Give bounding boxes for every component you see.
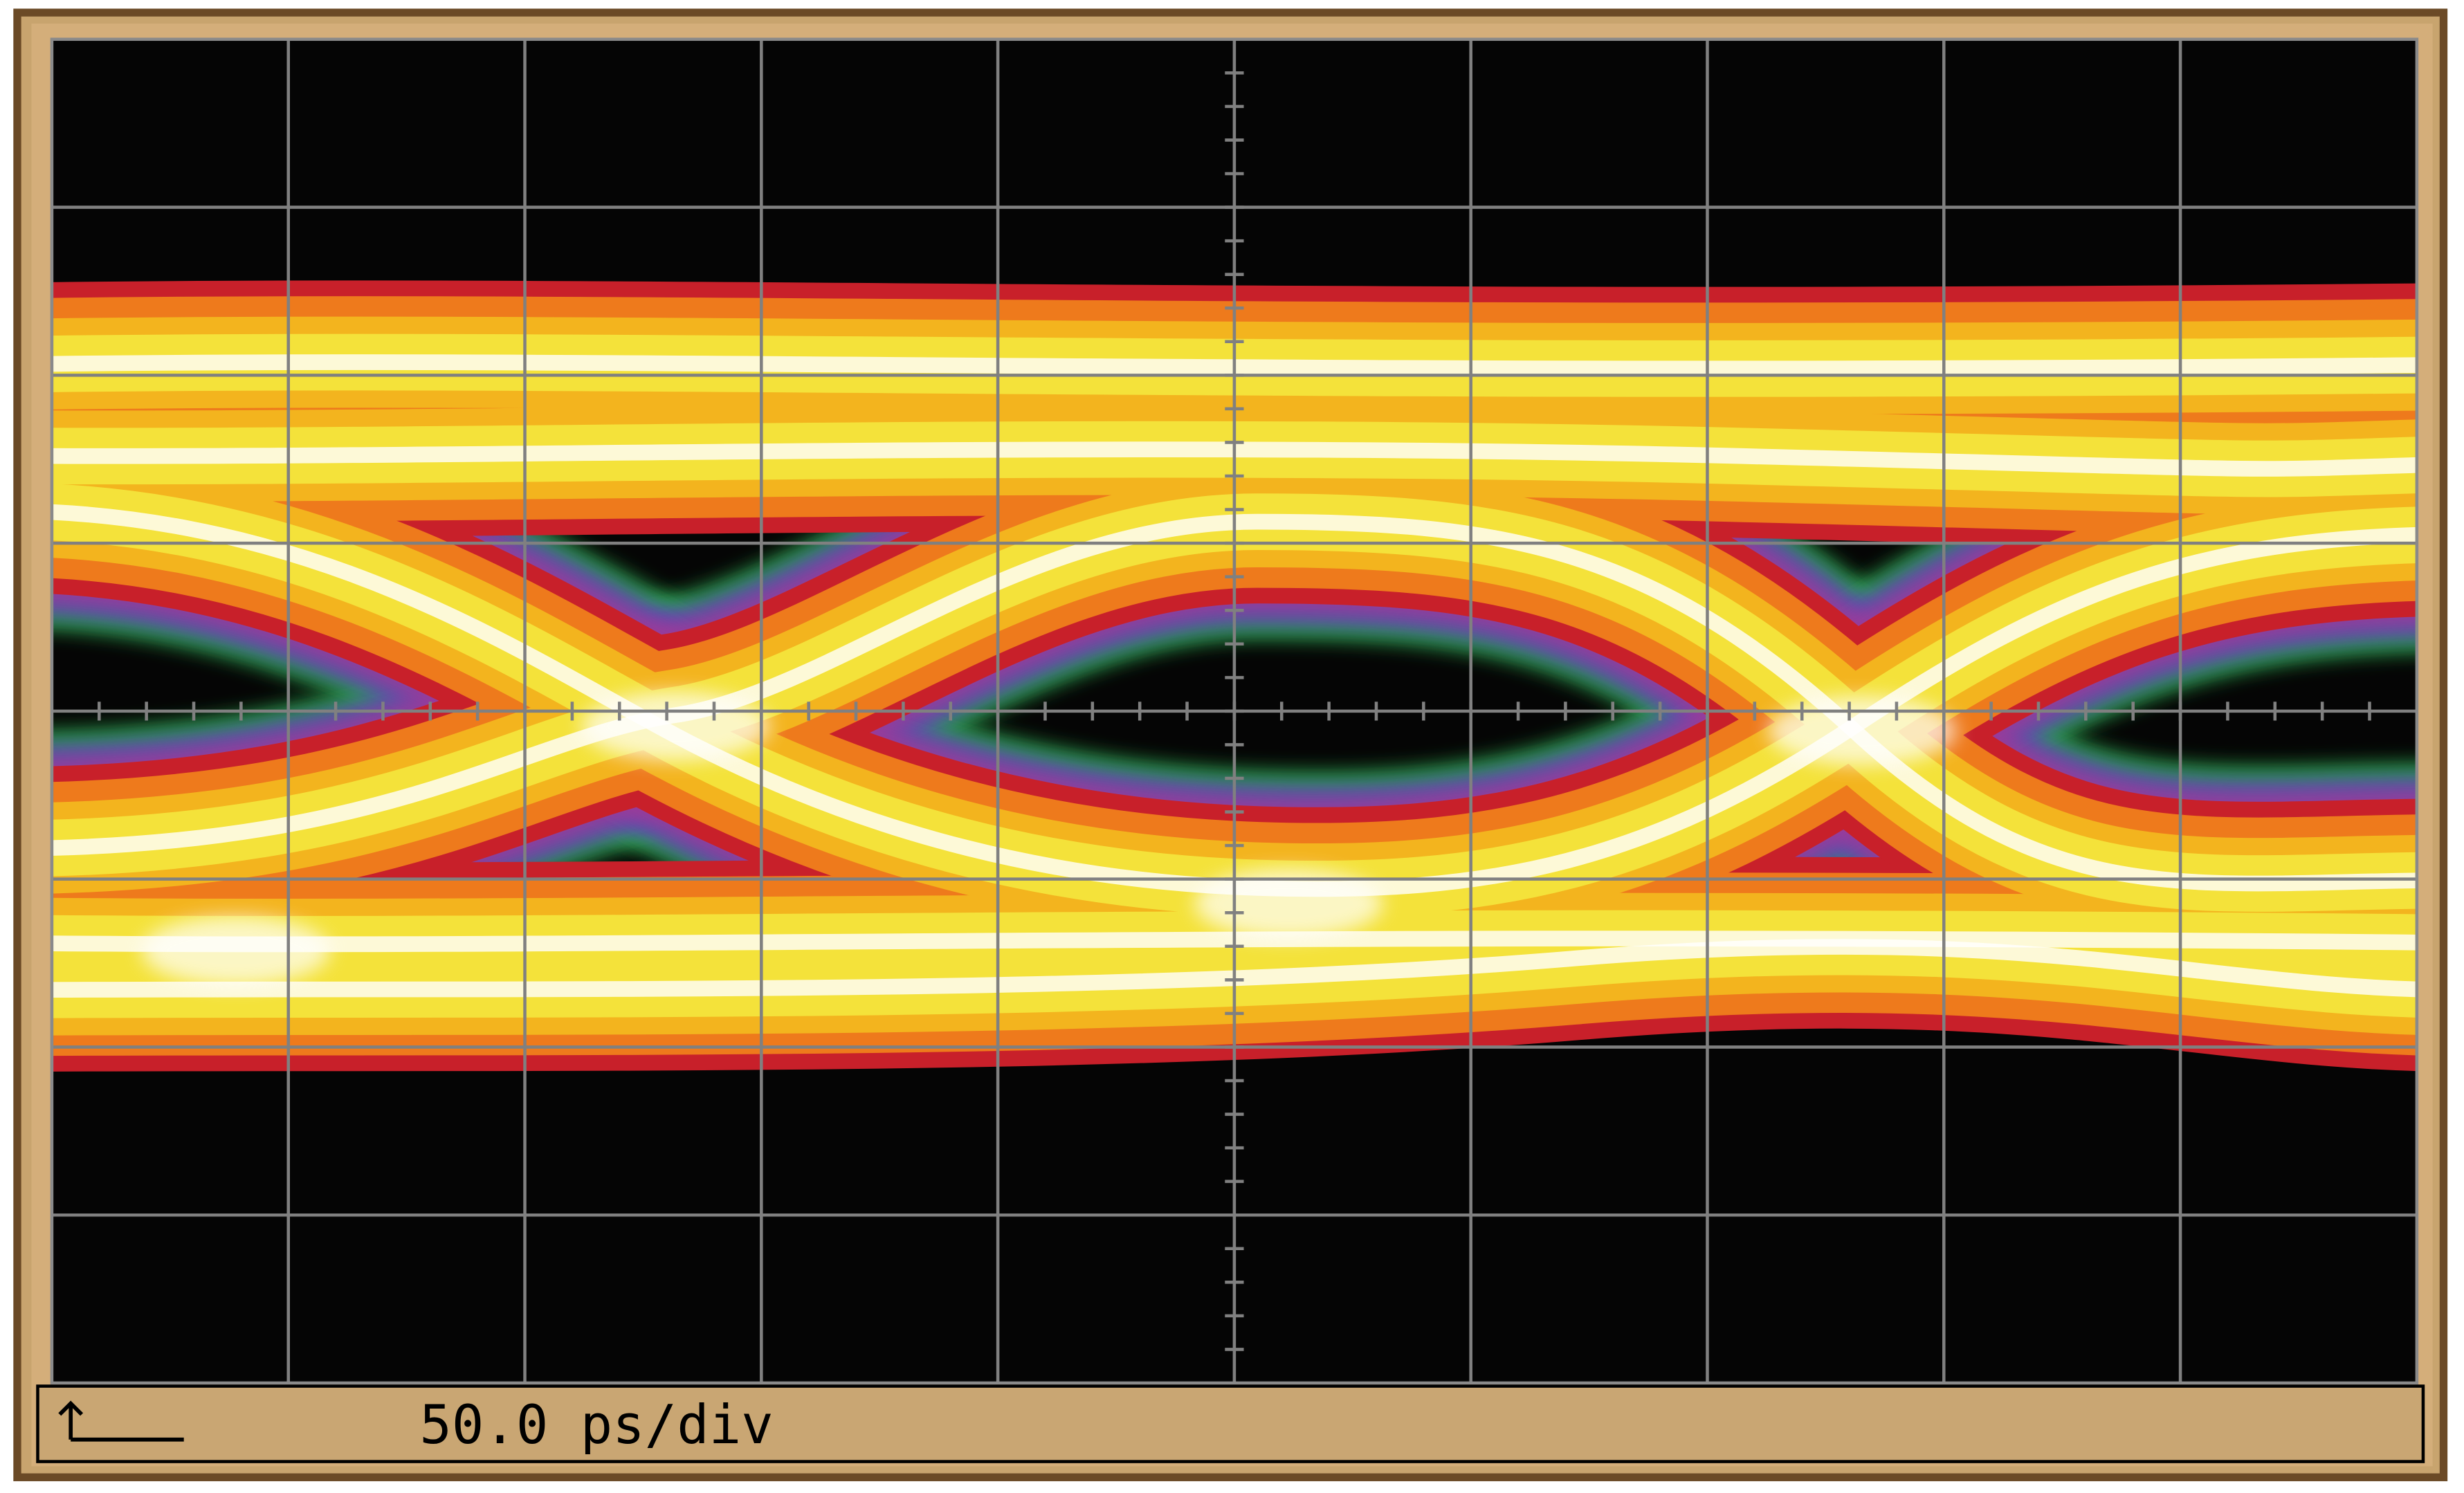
eye-diagram (51, 244, 2417, 1108)
crossing-highlight (1194, 869, 1383, 939)
signal-trace (51, 354, 2417, 377)
signal-trace (51, 513, 2417, 892)
status-bar (36, 1384, 2425, 1463)
crossing-highlight (581, 691, 770, 761)
signal-trace (51, 931, 2417, 953)
ground-marker-icon (58, 1400, 184, 1442)
signal-trace (51, 939, 2417, 998)
graticule (51, 39, 2417, 1383)
crossing-highlight (1767, 696, 1957, 766)
crossing-highlight (141, 916, 330, 986)
signal-trace (51, 441, 2417, 477)
timebase-label: 50.0 ps/div (419, 1394, 773, 1456)
screen-border (50, 37, 2419, 1385)
